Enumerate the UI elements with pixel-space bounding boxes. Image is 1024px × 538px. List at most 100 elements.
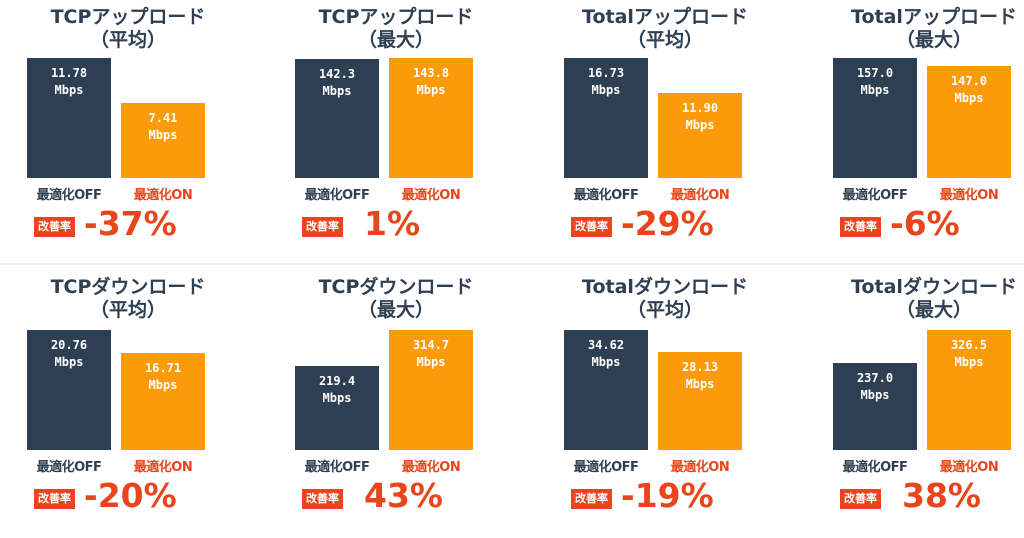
bar-unit-label: Mbps xyxy=(860,388,890,402)
bar-optimization-off: 20.76 Mbps xyxy=(27,330,111,450)
category-label-off: 最適化OFF xyxy=(304,188,370,203)
category-label-on: 最適化ON xyxy=(133,188,193,203)
improvement-rate-value: -19% xyxy=(621,476,714,515)
category-label-on: 最適化ON xyxy=(939,460,999,475)
chart-title-main: Totalアップロード xyxy=(582,6,748,28)
bar-unit-label: Mbps xyxy=(148,128,178,142)
bar-optimization-on: 143.8 Mbps xyxy=(389,58,473,178)
category-label-on: 最適化ON xyxy=(401,188,461,203)
chart-title-main: TCPアップロード xyxy=(318,6,474,28)
chart-subtitle: （平均） xyxy=(89,299,166,321)
category-label-off: 最適化OFF xyxy=(304,460,370,475)
chart-title: Totalダウンロード （平均） xyxy=(537,276,793,322)
chart-panel: TCPダウンロード （平均） 20.76 Mbps 最適化OFF 16.71 Mbps 最適化… xyxy=(0,270,256,532)
chart-panel: TCPアップロード （最大） 142.3 Mbps 最適化OFF 143.8 Mbps 最適化… xyxy=(268,0,524,262)
chart-title: TCPダウンロード （最大） xyxy=(268,276,524,322)
chart-title-main: TCPアップロード xyxy=(50,6,206,28)
improvement-rate-value: 1% xyxy=(364,204,421,243)
category-label-off: 最適化OFF xyxy=(842,188,908,203)
bar-value-label: 219.4 xyxy=(318,374,356,388)
bar-unit-label: Mbps xyxy=(954,355,984,369)
bar-unit-label: Mbps xyxy=(591,83,621,97)
improvement-rate-badge: 改善率 xyxy=(571,489,612,509)
chart-title: Totalダウンロード （最大） xyxy=(806,276,1024,322)
bar-unit-label: Mbps xyxy=(322,84,352,98)
bar-optimization-off: 16.73 Mbps xyxy=(564,58,648,178)
chart-title-main: TCPダウンロード xyxy=(318,276,474,298)
bar-unit-label: Mbps xyxy=(860,83,890,97)
bar-value-label: 11.78 xyxy=(50,66,88,80)
improvement-rate-badge: 改善率 xyxy=(34,489,75,509)
bar-optimization-on: 326.5 Mbps xyxy=(927,330,1011,450)
improvement-rate-value: 43% xyxy=(364,476,443,515)
bar-value-label: 326.5 xyxy=(950,338,988,352)
chart-title-main: Totalダウンロード xyxy=(851,276,1017,298)
bar-unit-label: Mbps xyxy=(685,118,715,132)
bar-optimization-on: 11.90 Mbps xyxy=(658,93,742,178)
improvement-rate-value: -29% xyxy=(621,204,714,243)
chart-panel: Totalダウンロード （平均） 34.62 Mbps 最適化OFF 28.13 Mbps 最… xyxy=(537,270,793,532)
bar-optimization-on: 7.41 Mbps xyxy=(121,103,205,178)
chart-subtitle: （最大） xyxy=(895,29,972,51)
bar-optimization-off: 237.0 Mbps xyxy=(833,363,917,450)
chart-subtitle: （最大） xyxy=(895,299,972,321)
chart-subtitle: （最大） xyxy=(357,299,434,321)
bar-optimization-off: 11.78 Mbps xyxy=(27,58,111,178)
bar-value-label: 147.0 xyxy=(950,74,988,88)
chart-title: TCPダウンロード （平均） xyxy=(0,276,256,322)
bar-optimization-off: 34.62 Mbps xyxy=(564,330,648,450)
category-label-on: 最適化ON xyxy=(670,188,730,203)
bar-unit-label: Mbps xyxy=(416,355,446,369)
bar-value-label: 34.62 xyxy=(587,338,625,352)
category-label-on: 最適化ON xyxy=(670,460,730,475)
chart-panel: TCPアップロード （平均） 11.78 Mbps 最適化OFF 7.41 Mbps 最適化O… xyxy=(0,0,256,262)
bar-unit-label: Mbps xyxy=(416,83,446,97)
chart-panel: TCPダウンロード （最大） 219.4 Mbps 最適化OFF 314.7 Mbps 最適化… xyxy=(268,270,524,532)
chart-panel: Totalダウンロード （最大） 237.0 Mbps 最適化OFF 326.5 Mbps 最… xyxy=(806,270,1024,532)
bar-optimization-on: 16.71 Mbps xyxy=(121,353,205,450)
bar-value-label: 28.13 xyxy=(681,360,719,374)
improvement-rate-value: -37% xyxy=(84,204,177,243)
bar-unit-label: Mbps xyxy=(54,83,84,97)
bar-value-label: 16.73 xyxy=(587,66,625,80)
bar-value-label: 20.76 xyxy=(50,338,88,352)
chart-subtitle: （平均） xyxy=(89,29,166,51)
improvement-rate-value: -6% xyxy=(890,204,960,243)
bar-optimization-on: 147.0 Mbps xyxy=(927,66,1011,178)
chart-title: TCPアップロード （最大） xyxy=(268,6,524,52)
chart-title-main: Totalダウンロード xyxy=(582,276,748,298)
chart-title: Totalアップロード （平均） xyxy=(537,6,793,52)
bar-value-label: 16.71 xyxy=(144,361,182,375)
chart-panel: Totalアップロード （平均） 16.73 Mbps 最適化OFF 11.90 Mbps 最… xyxy=(537,0,793,262)
bar-unit-label: Mbps xyxy=(591,355,621,369)
bar-value-label: 237.0 xyxy=(856,371,894,385)
bar-value-label: 7.41 xyxy=(148,111,178,125)
bar-value-label: 314.7 xyxy=(412,338,450,352)
bar-optimization-on: 314.7 Mbps xyxy=(389,330,473,450)
bar-value-label: 11.90 xyxy=(681,101,719,115)
chart-subtitle: （最大） xyxy=(357,29,434,51)
category-label-on: 最適化ON xyxy=(939,188,999,203)
improvement-rate-badge: 改善率 xyxy=(302,217,343,237)
category-label-off: 最適化OFF xyxy=(842,460,908,475)
chart-panel: Totalアップロード （最大） 157.0 Mbps 最適化OFF 147.0 Mbps 最… xyxy=(806,0,1024,262)
category-label-off: 最適化OFF xyxy=(36,188,102,203)
improvement-rate-badge: 改善率 xyxy=(840,489,881,509)
bar-optimization-off: 219.4 Mbps xyxy=(295,366,379,450)
bar-value-label: 142.3 xyxy=(318,67,356,81)
category-label-on: 最適化ON xyxy=(401,460,461,475)
chart-title-main: Totalアップロード xyxy=(851,6,1017,28)
improvement-rate-value: -20% xyxy=(84,476,177,515)
improvement-rate-badge: 改善率 xyxy=(34,217,75,237)
bar-unit-label: Mbps xyxy=(148,378,178,392)
bar-value-label: 157.0 xyxy=(856,66,894,80)
bar-unit-label: Mbps xyxy=(685,377,715,391)
category-label-on: 最適化ON xyxy=(133,460,193,475)
bar-optimization-off: 142.3 Mbps xyxy=(295,59,379,178)
bar-value-label: 143.8 xyxy=(412,66,450,80)
improvement-rate-value: 38% xyxy=(902,476,981,515)
improvement-rate-badge: 改善率 xyxy=(302,489,343,509)
bar-unit-label: Mbps xyxy=(54,355,84,369)
chart-subtitle: （平均） xyxy=(626,29,703,51)
chart-title: TCPアップロード （平均） xyxy=(0,6,256,52)
